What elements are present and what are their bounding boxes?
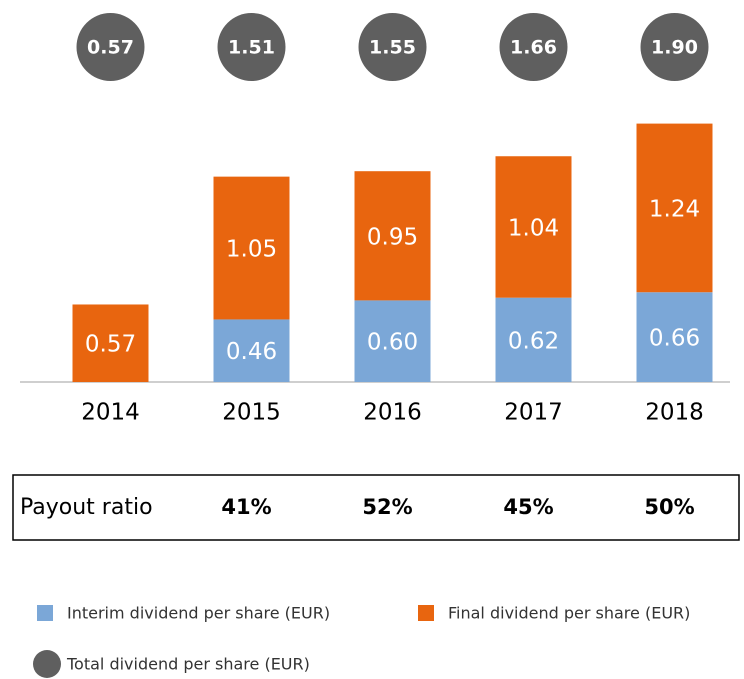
x-tick-label: 2016 bbox=[363, 400, 422, 426]
data-label: 1.24 bbox=[649, 196, 700, 222]
bar-segment bbox=[213, 176, 290, 320]
bar-segment bbox=[72, 304, 149, 382]
total-label: 0.57 bbox=[87, 37, 134, 59]
bar-segment bbox=[636, 123, 713, 293]
payout-value: 50% bbox=[644, 495, 694, 519]
payout-value: 52% bbox=[362, 495, 412, 519]
total-circle bbox=[76, 13, 145, 81]
total-circle bbox=[358, 13, 427, 81]
bar-segment bbox=[636, 292, 713, 382]
data-label: 0.46 bbox=[226, 339, 277, 365]
bar-segment bbox=[495, 156, 572, 298]
total-label: 1.51 bbox=[228, 37, 275, 59]
total-circle bbox=[640, 13, 709, 81]
total-circle bbox=[499, 13, 568, 81]
legend-swatch bbox=[37, 605, 53, 621]
legend-label: Total dividend per share (EUR) bbox=[66, 655, 310, 674]
payout-label: Payout ratio bbox=[20, 495, 153, 520]
data-label: 1.05 bbox=[226, 237, 277, 263]
data-label: 0.66 bbox=[649, 326, 700, 352]
data-label: 0.60 bbox=[367, 330, 418, 356]
bar-segment bbox=[213, 319, 290, 382]
data-label: 1.04 bbox=[508, 215, 559, 241]
data-label: 0.95 bbox=[367, 224, 418, 250]
total-label: 1.66 bbox=[510, 37, 557, 59]
payout-value: 41% bbox=[221, 495, 271, 519]
legend-label: Interim dividend per share (EUR) bbox=[67, 604, 330, 623]
bar-segment bbox=[354, 300, 431, 382]
total-circle bbox=[217, 13, 286, 81]
legend-swatch bbox=[33, 650, 61, 678]
bar-segment bbox=[354, 171, 431, 301]
payout-box bbox=[12, 474, 740, 541]
data-label: 0.62 bbox=[508, 328, 559, 354]
x-tick-label: 2014 bbox=[81, 400, 140, 426]
total-label: 1.55 bbox=[369, 37, 416, 59]
legend-swatch bbox=[418, 605, 434, 621]
data-label: 0.57 bbox=[85, 332, 136, 358]
x-tick-label: 2018 bbox=[645, 400, 704, 426]
payout-value: 45% bbox=[503, 495, 553, 519]
total-label: 1.90 bbox=[651, 37, 698, 59]
legend-label: Final dividend per share (EUR) bbox=[448, 604, 690, 623]
bar-segment bbox=[495, 297, 572, 382]
x-tick-label: 2015 bbox=[222, 400, 281, 426]
x-tick-label: 2017 bbox=[504, 400, 563, 426]
